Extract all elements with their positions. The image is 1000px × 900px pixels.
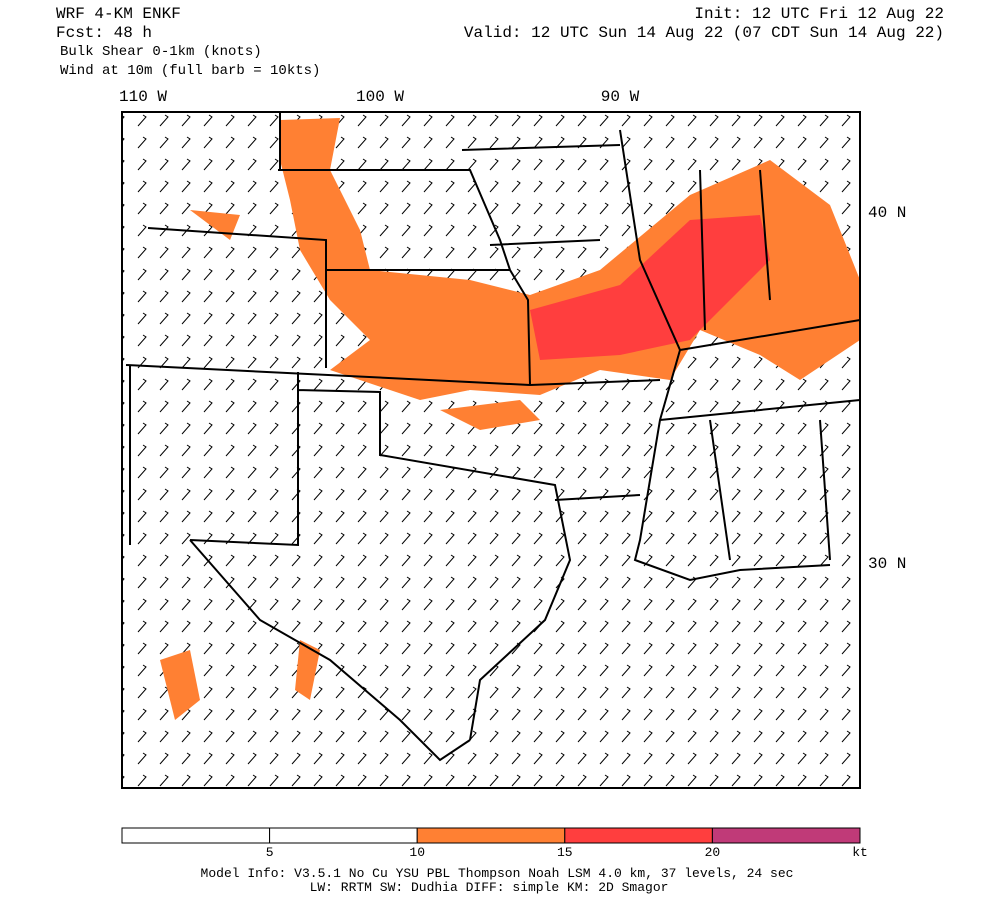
map-frame: [121, 111, 861, 789]
model-info: LW: RRTM SW: Dudhia DIFF: simple KM: 2D …: [310, 880, 669, 895]
title: WRF 4-KM ENKF: [56, 5, 181, 23]
valid-time: Valid: 12 UTC Sun 14 Aug 22 (07 CDT Sun …: [464, 24, 944, 42]
colorbar-tick: 20: [705, 845, 721, 860]
forecast: Fcst: 48 h: [56, 24, 152, 42]
colorbar-tick: 10: [409, 845, 425, 860]
init-time: Init: 12 UTC Fri 12 Aug 22: [694, 5, 944, 23]
colorbar-segment: [416, 827, 566, 844]
shear-15-20: [530, 215, 770, 360]
lon-label: 100 W: [356, 88, 404, 106]
lon-label: 90 W: [601, 88, 640, 106]
model-info: Model Info: V3.5.1 No Cu YSU PBL Thompso…: [201, 866, 794, 881]
field: Bulk Shear 0-1km (knots): [60, 44, 262, 60]
lat-label: 30 N: [868, 555, 906, 573]
colorbar-tick: 5: [266, 845, 274, 860]
map: [121, 111, 861, 789]
colorbar: 5 10 15 20 kt: [121, 827, 868, 860]
colorbar-tick: 15: [557, 845, 573, 860]
shear-10-15: [280, 118, 860, 400]
colorbar-segment: [564, 827, 713, 844]
colorbar-segment: [711, 827, 861, 844]
lat-label: 40 N: [868, 204, 906, 222]
lon-label: 110 W: [119, 88, 167, 106]
colorbar-segment: [121, 827, 271, 844]
colorbar-segment: [269, 827, 418, 844]
wind-note: Wind at 10m (full barb = 10kts): [60, 63, 320, 79]
colorbar-unit: kt: [852, 845, 868, 860]
